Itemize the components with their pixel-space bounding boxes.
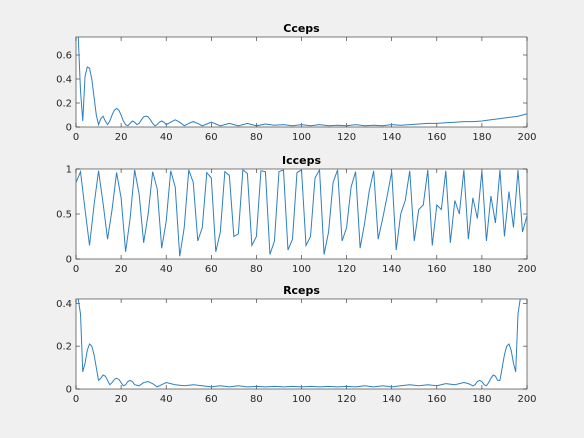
x-tick-label: 160 [427, 264, 446, 275]
chart-title: Cceps [283, 22, 320, 35]
x-tick-label: 120 [337, 264, 356, 275]
x-tick-label: 140 [382, 264, 401, 275]
x-tick-label: 40 [160, 264, 173, 275]
x-tick-label: 200 [517, 394, 536, 405]
y-tick-label: 0.4 [56, 299, 72, 310]
subplot-cceps: Cceps 0 20 40 60 80 100 120 140 160 180 200 0 0.2 0.4 0… [56, 22, 536, 143]
x-tick-label: 100 [292, 132, 311, 143]
y-tick-label: 0 [66, 123, 72, 134]
x-tick-label: 20 [115, 132, 128, 143]
x-tick-label: 180 [472, 132, 491, 143]
y-tick-label: 0.2 [56, 342, 72, 353]
series-line [76, 169, 527, 257]
x-tick-label: 200 [517, 132, 536, 143]
y-tick-label: 0.4 [56, 75, 72, 86]
x-tick-label: 80 [250, 132, 263, 143]
y-tick-label: 0.2 [56, 99, 72, 110]
x-tick-label: 80 [250, 394, 263, 405]
series-line [76, 37, 527, 127]
x-tick-label: 80 [250, 264, 263, 275]
x-tick-label: 160 [427, 132, 446, 143]
y-tick-label: 0.5 [56, 210, 72, 221]
x-tick-label: 100 [292, 394, 311, 405]
x-tick-label: 180 [472, 264, 491, 275]
x-tick-label: 180 [472, 394, 491, 405]
x-tick-label: 40 [160, 132, 173, 143]
subplot-rceps: Rceps 0 20 40 60 80 100 120 140 160 180 200 0 0.2 0.4 [56, 284, 536, 405]
axes-box [75, 298, 528, 390]
x-tick-label: 140 [382, 132, 401, 143]
x-tick-label: 0 [73, 132, 79, 143]
chart-title: Icceps [282, 154, 321, 167]
axes-box [75, 36, 528, 128]
x-tick-label: 20 [115, 264, 128, 275]
x-tick-label: 20 [115, 394, 128, 405]
series-line [76, 299, 527, 388]
y-tick-label: 0.6 [56, 51, 72, 62]
x-tick-label: 60 [205, 394, 218, 405]
y-tick-label: 0 [66, 255, 72, 266]
x-tick-label: 200 [517, 264, 536, 275]
y-tick-label: 0 [66, 385, 72, 396]
x-tick-label: 0 [73, 394, 79, 405]
x-tick-label: 160 [427, 394, 446, 405]
x-tick-label: 60 [205, 264, 218, 275]
x-tick-label: 140 [382, 394, 401, 405]
y-tick-label: 1 [66, 165, 72, 176]
x-tick-label: 100 [292, 264, 311, 275]
chart-title: Rceps [283, 284, 320, 297]
x-tick-label: 120 [337, 132, 356, 143]
subplot-icceps: Icceps 0 20 40 60 80 100 120 140 160 180 200 0 0.5 1 [56, 154, 536, 275]
x-tick-label: 0 [73, 264, 79, 275]
x-tick-label: 60 [205, 132, 218, 143]
x-tick-label: 120 [337, 394, 356, 405]
x-tick-label: 40 [160, 394, 173, 405]
